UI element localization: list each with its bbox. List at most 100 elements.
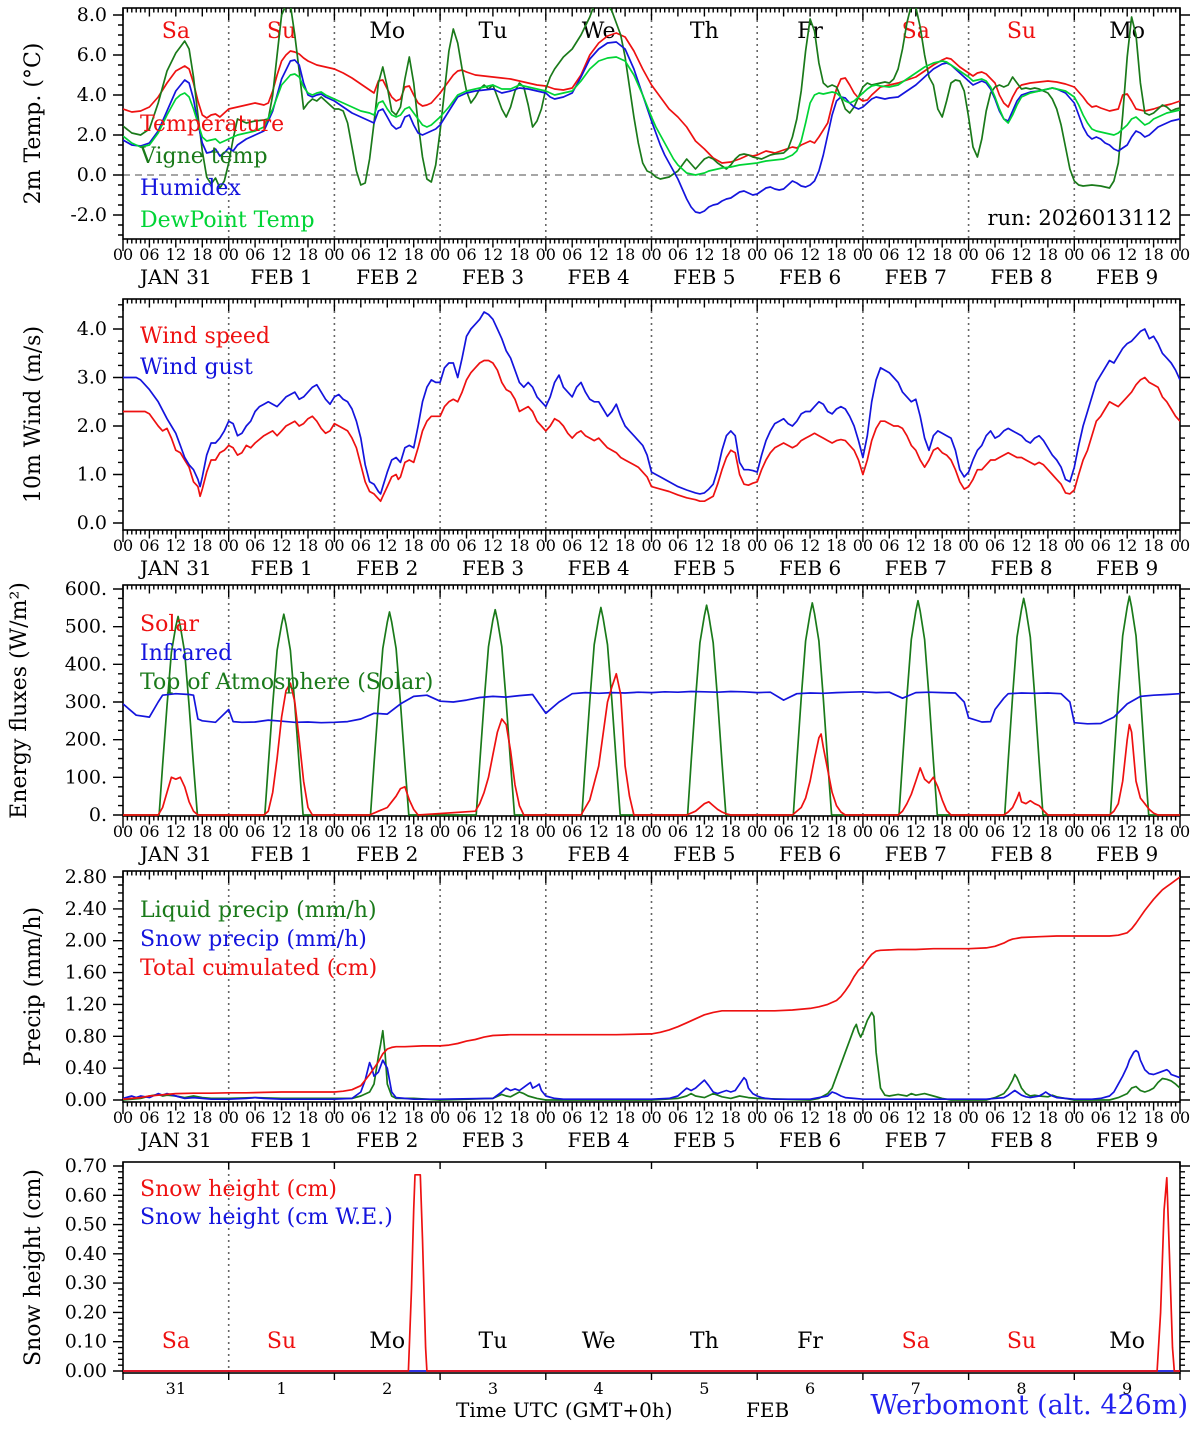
y-tick-label: 0.50 [65,1214,107,1236]
hour-label: 12 [906,536,926,555]
hour-label: 06 [879,1108,899,1127]
date-label: FEB 4 [568,842,630,866]
y-tick-label: 0.60 [65,1184,107,1206]
y-tick-label: 1.0 [77,464,107,486]
day-name-label: Th [690,19,719,44]
y-tick-label: 0.10 [65,1331,107,1353]
date-label: FEB 3 [462,556,524,580]
hour-label: 12 [1117,822,1137,841]
station-label: Werbomont (alt. 426m) [870,1390,1188,1421]
month-label: FEB [746,1398,790,1422]
hour-label: 06 [985,536,1005,555]
hour-label: 18 [615,1108,635,1127]
date-label: FEB 4 [568,556,630,580]
hour-label: 12 [1011,245,1031,264]
y-tick-label: 0.20 [65,1301,107,1323]
hour-label: 06 [139,1108,159,1127]
date-label: FEB 9 [1096,1128,1158,1152]
hour-label: 18 [298,536,318,555]
hour-label: 18 [298,822,318,841]
hour-label: 00 [536,822,556,841]
date-label: JAN 31 [138,556,212,580]
hour-label: 00 [219,536,239,555]
legend-energy-fluxes-2: Top of Atmosphere (Solar) [140,670,433,695]
day-name-label: Su [267,19,296,44]
hour-label: 18 [615,245,635,264]
hour-label: 12 [271,822,291,841]
hour-label: 00 [853,245,873,264]
hour-label: 18 [509,536,529,555]
hour-label: 06 [1091,1108,1111,1127]
legend-temperature-0: Temperature [140,112,284,137]
date-label: FEB 6 [779,556,841,580]
y-tick-label: 3.0 [77,367,107,389]
hour-label: 06 [1091,822,1111,841]
hour-label: 12 [1117,1108,1137,1127]
y-tick-label: 4.0 [77,318,107,340]
hour-label: 06 [139,822,159,841]
hour-label: 00 [113,245,133,264]
hour-label: 18 [192,822,212,841]
date-label: FEB 2 [356,1128,418,1152]
day-name-label: Mo [1109,19,1145,44]
hour-label: 06 [139,536,159,555]
hour-label: 12 [800,245,820,264]
hour-label: 06 [456,822,476,841]
hour-label: 00 [1064,822,1084,841]
hour-label: 06 [879,822,899,841]
hour-label: 00 [430,536,450,555]
footer-credits: MARv3.14 model forced by GFS (c) Lab. of… [2,1391,371,1440]
hour-label: 00 [853,536,873,555]
hour-label: 12 [588,822,608,841]
hour-label: 12 [1011,822,1031,841]
y-tick-label: 2.0 [77,415,107,437]
hour-label: 06 [456,1108,476,1127]
hour-label: 00 [219,822,239,841]
series-wind-gust [123,311,1180,495]
hour-label: 00 [641,822,661,841]
hour-label: 06 [245,1108,265,1127]
hour-label: 18 [403,822,423,841]
date-label: FEB 7 [885,842,947,866]
hour-label: 18 [403,245,423,264]
series-humidex [123,41,1180,214]
hour-label: 06 [879,245,899,264]
hour-label: 12 [377,1108,397,1127]
hour-label: 12 [1117,245,1137,264]
legend-temperature-1: Vigne temp [139,144,268,169]
date-label: FEB 4 [568,1128,630,1152]
hour-label: 00 [219,245,239,264]
y-tick-label: 6.0 [77,44,107,66]
hour-label: 12 [1117,536,1137,555]
day-name-label: Tu [479,1329,508,1354]
hour-label: 18 [826,1108,846,1127]
day-name-label: Su [1007,19,1036,44]
hour-label: 12 [483,536,503,555]
y-tick-label: 0. [89,804,107,826]
hour-label: 18 [826,245,846,264]
series-dewpoint-temp [123,56,1180,176]
hour-label: 00 [1064,1108,1084,1127]
date-label: FEB 6 [779,1128,841,1152]
hour-label: 06 [773,822,793,841]
day-number-label: 31 [166,1379,186,1398]
hour-label: 12 [588,1108,608,1127]
hour-label: 00 [1170,822,1190,841]
legend-energy-fluxes-1: Infrared [140,641,232,666]
time-axis-label: Time UTC (GMT+0h) [456,1398,673,1422]
hour-label: 18 [1038,536,1058,555]
hour-label: 12 [166,536,186,555]
day-name-label: Sa [902,1329,930,1354]
hour-label: 12 [800,822,820,841]
hour-label: 18 [298,245,318,264]
day-number-label: 6 [805,1379,815,1398]
hour-label: 06 [985,1108,1005,1127]
hour-label: 12 [377,245,397,264]
hour-label: 00 [219,1108,239,1127]
series-total-cumulated [123,876,1180,1101]
chart-temperature: 8.0 6.0 4.0 2.0 0.0 -2.0 2m Temp. (°C) 00 06 12 18… [21,4,1190,289]
hour-label: 00 [536,245,556,264]
y-axis-title: Precip (mm/h) [21,907,46,1066]
date-label: FEB 1 [250,265,312,289]
hour-label: 12 [906,1108,926,1127]
